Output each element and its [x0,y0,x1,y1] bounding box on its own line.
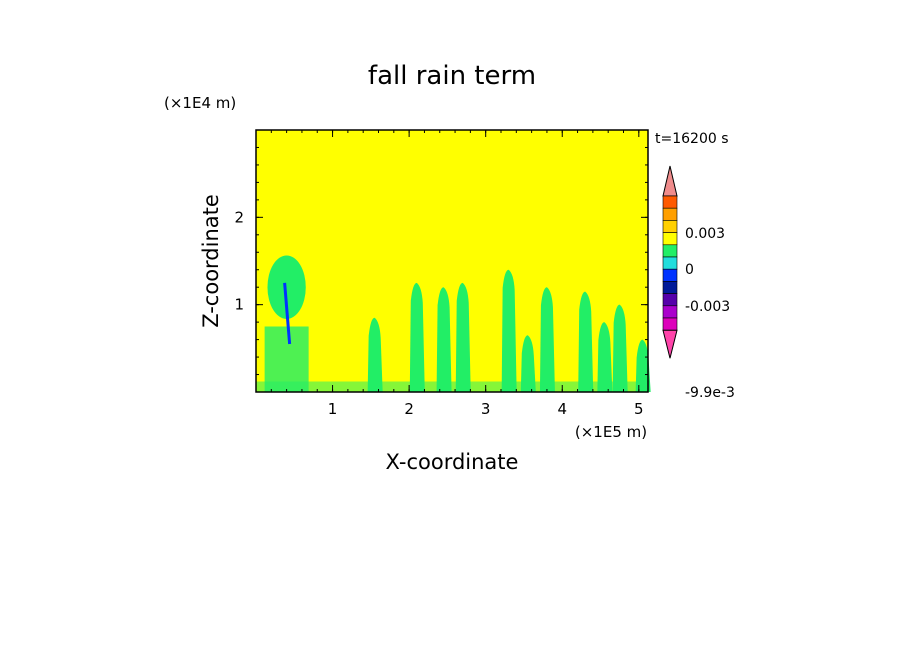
colorbar: 0.003 0 -0.003 -9.9e-3 [662,165,735,401]
colorbar-label: 0.003 [685,226,725,242]
y-tick-label: 1 [234,296,244,314]
colorbar-bottom-arrow [662,329,678,359]
x-tick-label: 4 [557,400,567,418]
colorbar-segment [662,293,678,307]
feature-blob-0 [267,255,306,319]
chart-title: fall rain term [368,61,536,91]
x-tick-label: 5 [634,400,644,418]
colorbar-label: -9.9e-3 [685,385,735,401]
colorbar-segment [662,281,678,294]
colorbar-label: 0 [685,262,694,278]
feature-column-5 [455,282,471,392]
feature-column-3 [409,282,425,392]
feature-column-10 [597,322,613,392]
feature-blob-base-0 [264,326,309,392]
feature-column-8 [539,287,555,392]
y-unit-label: (×1E4 m) [164,94,236,112]
plot-area: 1 2 3 4 5 1 2 [234,129,651,418]
feature-column-1 [283,282,292,345]
surface-layer [256,381,648,392]
colorbar-label: -0.003 [685,299,730,315]
x-tick-label: 1 [328,400,338,418]
time-label: t=16200 s [655,131,729,147]
feature-column-7 [520,335,536,392]
axis-ticks: 1 2 3 4 5 1 2 [234,130,648,418]
colorbar-segment [662,268,678,282]
feature-column-9 [578,291,594,392]
field-features [256,255,651,392]
colorbar-segment [662,256,678,270]
plot-frame [255,129,649,393]
x-tick-label: 3 [481,400,491,418]
colorbar-segment [662,195,678,209]
x-tick-label: 2 [404,400,414,418]
colorbar-segment [662,220,678,233]
feature-column-4 [436,287,452,392]
colorbar-top-arrow [662,165,678,197]
x-axis-label: X-coordinate [386,450,519,474]
colorbar-segment [662,244,678,258]
colorbar-segment [662,207,678,221]
colorbar-segment [662,232,678,246]
feature-column-2 [367,317,383,392]
feature-column-11 [612,304,628,392]
x-unit-label: (×1E5 m) [575,423,647,441]
colorbar-segment [662,305,678,319]
feature-column-12 [635,339,651,392]
y-axis-label: Z-coordinate [199,194,223,328]
colorbar-segment [662,317,678,331]
y-tick-label: 2 [234,208,244,226]
feature-column-6 [501,269,517,392]
